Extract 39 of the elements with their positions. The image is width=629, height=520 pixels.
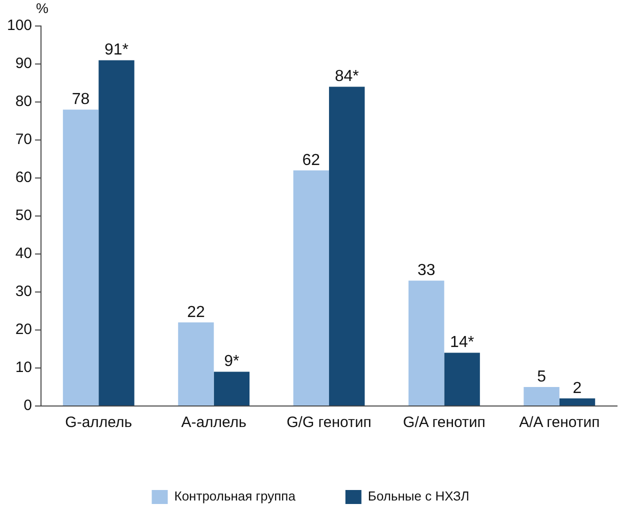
x-tick-label: A/A генотип bbox=[519, 414, 600, 432]
data-label: 91* bbox=[104, 42, 128, 59]
y-tick-label: 50 bbox=[15, 207, 32, 224]
bar bbox=[408, 280, 444, 406]
bar bbox=[98, 60, 134, 406]
data-label: 5 bbox=[537, 368, 546, 386]
x-tick-label: G/A генотип bbox=[403, 414, 486, 432]
bar bbox=[559, 398, 596, 406]
y-axis-title: % bbox=[36, 0, 48, 16]
y-tick-label: 20 bbox=[15, 321, 32, 338]
data-label: 84* bbox=[334, 68, 359, 86]
y-tick-label: 40 bbox=[15, 245, 32, 262]
data-label: 33 bbox=[417, 262, 436, 280]
data-label: 62 bbox=[302, 152, 320, 169]
y-tick-label: 90 bbox=[15, 55, 32, 72]
bar bbox=[62, 110, 99, 406]
data-label: 14* bbox=[450, 334, 474, 352]
x-tick-label: G-аллель bbox=[65, 414, 132, 432]
data-label: 9* bbox=[224, 353, 240, 370]
bar bbox=[524, 387, 560, 406]
data-label: 22 bbox=[187, 304, 205, 321]
legend-label: Контрольная группа bbox=[174, 488, 296, 504]
legend-label: Больные с НХЗЛ bbox=[368, 488, 470, 504]
bar bbox=[293, 170, 330, 406]
bar bbox=[329, 86, 365, 406]
x-tick-label: G/G генотип bbox=[286, 414, 372, 432]
y-tick-label: 100 bbox=[6, 17, 32, 34]
y-tick-label: 0 bbox=[24, 397, 32, 414]
y-tick-label: 30 bbox=[15, 283, 32, 300]
bar bbox=[178, 322, 214, 406]
x-tick-label: A-аллель bbox=[181, 414, 247, 432]
y-tick-label: 70 bbox=[15, 131, 32, 148]
data-label: 2 bbox=[572, 380, 582, 397]
bar bbox=[444, 352, 480, 406]
y-tick-label: 60 bbox=[15, 169, 32, 186]
y-tick-label: 10 bbox=[15, 359, 32, 376]
y-tick-label: 80 bbox=[15, 93, 32, 110]
bar bbox=[214, 372, 250, 406]
data-label: 78 bbox=[72, 91, 90, 108]
